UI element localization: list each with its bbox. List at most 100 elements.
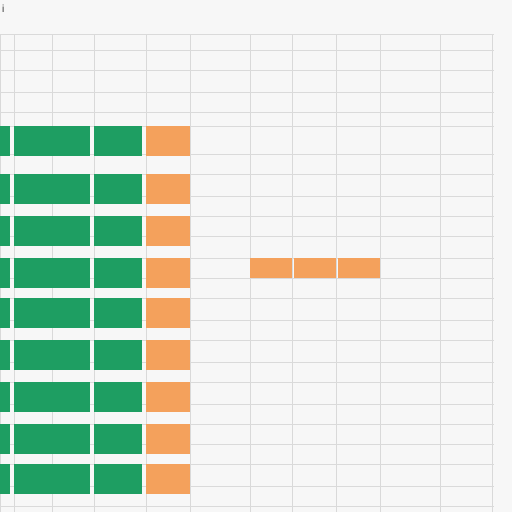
green-cell[interactable] [94,216,142,246]
grid-column-line [336,34,337,512]
grid-row-line [0,298,494,299]
header-cell[interactable] [292,50,336,70]
grid-row-line [0,50,494,51]
header-cell[interactable] [146,50,190,70]
orange-cell[interactable] [338,258,380,278]
green-cell[interactable] [0,258,10,288]
value-cell[interactable] [190,150,248,164]
header-cell[interactable] [0,92,14,112]
green-cell[interactable] [94,464,142,494]
header-cell[interactable] [146,92,190,112]
header-cell[interactable] [94,34,146,50]
value-cell[interactable] [190,448,248,462]
orange-cell[interactable] [146,126,190,156]
header-cell[interactable] [52,34,94,50]
grid-column-line [190,34,191,512]
header-cell[interactable] [440,50,492,70]
green-cell[interactable] [94,340,142,370]
green-cell[interactable] [0,424,10,454]
orange-cell[interactable] [146,382,190,412]
green-cell[interactable] [94,126,142,156]
orange-cell[interactable] [146,340,190,370]
green-cell[interactable] [94,258,142,288]
green-cell[interactable] [14,424,90,454]
value-cell[interactable] [190,364,248,378]
green-cell[interactable] [0,298,10,328]
value-cell[interactable] [190,406,248,420]
header-cell[interactable] [250,92,292,112]
header-cell[interactable] [52,92,94,112]
header-cell[interactable] [336,34,380,50]
header-cell[interactable] [380,92,440,112]
green-cell[interactable] [0,340,10,370]
header-cell[interactable] [336,92,380,112]
green-cell[interactable] [0,126,10,156]
header-cell[interactable] [190,92,250,112]
corner-label: i [2,3,4,15]
green-cell[interactable] [94,174,142,204]
header-cell[interactable] [190,34,250,50]
orange-cell[interactable] [250,258,292,278]
grid-row-line [0,154,494,155]
green-cell[interactable] [14,298,90,328]
grid-row-line [0,506,494,507]
green-cell[interactable] [94,298,142,328]
green-cell[interactable] [0,174,10,204]
orange-cell[interactable] [146,298,190,328]
grid-row-line [0,404,494,405]
green-cell[interactable] [14,382,90,412]
header-cell[interactable] [440,92,492,112]
header-cell[interactable] [380,34,440,50]
header-cell[interactable] [292,92,336,112]
value-cell[interactable] [190,198,248,212]
orange-cell[interactable] [146,424,190,454]
green-cell[interactable] [14,258,90,288]
orange-cell[interactable] [146,174,190,204]
header-cell[interactable] [94,92,146,112]
orange-cell[interactable] [146,464,190,494]
header-cell[interactable] [0,50,14,70]
green-cell[interactable] [14,340,90,370]
grid-column-line [292,34,293,512]
grid-row-line [0,112,494,113]
green-cell[interactable] [14,216,90,246]
header-cell[interactable] [14,92,52,112]
header-cell[interactable] [52,50,94,70]
grid-row-line [0,382,494,383]
grid-row-line [0,174,494,175]
header-cell[interactable] [380,50,440,70]
grid-column-line [492,34,493,512]
green-cell[interactable] [94,424,142,454]
grid-row-line [0,70,494,71]
green-cell[interactable] [14,126,90,156]
green-cell[interactable] [14,174,90,204]
value-cell[interactable] [190,240,248,254]
header-cell[interactable] [250,50,292,70]
value-cell[interactable] [190,488,248,502]
green-cell[interactable] [94,382,142,412]
header-cell[interactable] [14,50,52,70]
orange-cell[interactable] [146,216,190,246]
header-cell[interactable] [250,34,292,50]
grid-column-line [380,34,381,512]
grid-row-line [0,362,494,363]
green-cell[interactable] [0,464,10,494]
value-cell[interactable] [190,282,248,296]
value-cell[interactable] [190,322,248,336]
header-cell[interactable] [14,34,52,50]
grid-row-line [0,340,494,341]
orange-cell[interactable] [146,258,190,288]
header-cell[interactable] [292,34,336,50]
header-cell[interactable] [190,50,250,70]
header-cell[interactable] [336,50,380,70]
header-cell[interactable] [440,34,492,50]
green-cell[interactable] [0,382,10,412]
header-cell[interactable] [94,50,146,70]
green-cell[interactable] [14,464,90,494]
orange-cell[interactable] [294,258,336,278]
grid-row-line [0,320,494,321]
header-cell[interactable] [0,34,14,50]
header-cell[interactable] [146,34,190,50]
green-cell[interactable] [0,216,10,246]
